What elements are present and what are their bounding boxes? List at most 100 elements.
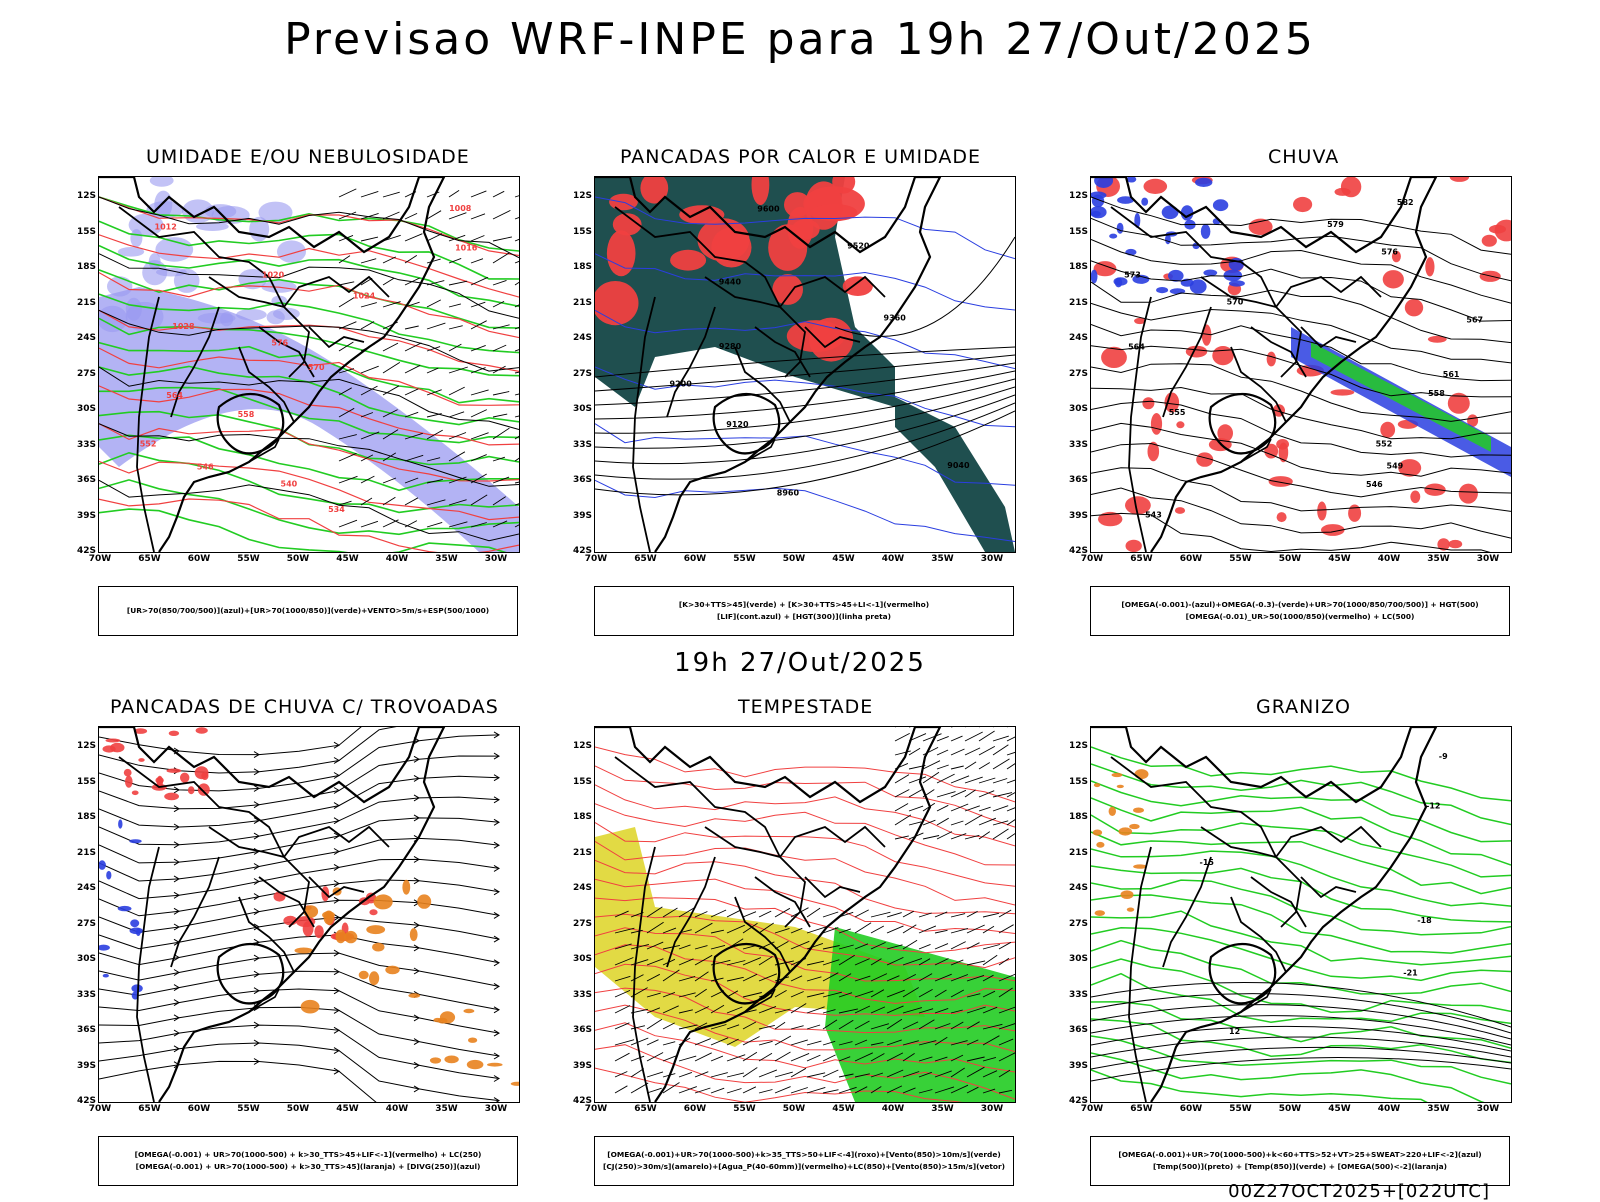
legend-line: [K>30+TTS>45](verde) + [K>30+TTS>45+LI<-… [678,600,930,609]
streamline-arrow [333,817,340,825]
wind-vector [894,774,910,784]
lat-tick-label: 18S [572,812,592,822]
hgt500-contour [1091,363,1511,422]
country-border [804,876,861,899]
lon-tick-label: 40W [881,1104,905,1114]
wind-vector [978,762,991,770]
uruguay-outline [216,942,285,1005]
wind-vector [894,835,909,840]
wind-vector [978,831,991,840]
legend-line: [Temp(500)](preto) + [Temp(850)](verde) … [1152,1162,1448,1171]
wind-vector [870,973,888,982]
temp850-contour [1091,939,1511,995]
storm-cell [302,921,314,937]
green-contour [99,479,519,536]
omega500-cell [1111,772,1123,778]
lon-tick-label: 35W [435,1104,458,1114]
pw-contour [595,1004,1015,1053]
wind-vector [492,252,510,264]
hgt500-contour [1091,467,1511,512]
wind-vector [338,211,357,220]
omega-cell [1117,196,1134,204]
humidity-cell [99,305,128,333]
wind-vector [950,1054,964,1062]
rain-cell [1276,439,1289,450]
map-area [594,726,1016,1103]
map-svg: 9600 9520 9440 9360 9280 9200 9120 9040 8960 [595,177,1015,552]
wind-vector [426,299,442,308]
lat-tick-label: 21S [76,847,96,858]
wind-vector [936,791,956,798]
wind-vector [982,1088,996,1094]
wind-vector [886,1039,902,1046]
legend-line: [LIF](cont.azul) + [HGT(300)](linha pret… [717,612,891,621]
wind-vector [614,1071,628,1078]
wind-vector [886,1052,904,1062]
pw-contour [595,927,1015,982]
wind-vector [998,941,1012,950]
map-frame: 12S 15S 18S 21S 24S 27S 30S 33S 36S 39S 42S 70W 65W 6… [68,726,520,1114]
wind-vector [426,521,443,528]
wind-vector [838,928,851,934]
wind-vector [908,805,924,812]
wind-vector [870,1041,884,1046]
streamline-arrow [333,896,340,904]
wind-vector [790,1039,808,1046]
rain-cell [1196,452,1214,467]
lon-tick-label: 40W [385,1104,409,1114]
streamline-arrow [173,875,180,883]
wind-vector [726,1024,740,1030]
wind-vector [982,974,994,982]
wind-vector [966,1039,979,1046]
wind-vector [448,451,466,462]
streamline [99,899,500,933]
wind-vector [978,806,991,812]
country-border [666,856,716,968]
pw-contour [595,1044,1015,1100]
streamline-arrow [493,982,500,990]
rain-cell [1317,501,1327,521]
wind-vector [470,409,487,418]
streamline [99,970,500,1011]
temp850-contour [1091,958,1511,1013]
lat-tick-label: 36S [1068,475,1088,485]
wind-vector [678,906,697,918]
omega500-cell [1126,907,1135,912]
humidity-cell [149,177,174,187]
lat-tick-label: 27S [76,368,96,379]
wind-vector [360,497,373,506]
wind-vector [1006,833,1015,840]
omega-cell [1200,224,1211,239]
wind-vector [966,974,985,982]
lon-tick-label: 60W [683,1104,707,1114]
omega-cell [1134,213,1141,228]
hgt-contour [595,362,1015,406]
legend-line: [UR>70(850/700/500)](azul)+[UR>70(1000/8… [126,606,490,615]
divergence-cell [102,973,109,978]
river-plate [744,438,776,463]
wind-vector [614,927,635,934]
lon-tick-label: 60W [187,1104,211,1114]
wind-vector [854,975,871,982]
lat-tick-label: 21S [1068,847,1088,858]
wind-vector [338,387,352,396]
wind-vector [646,1052,664,1062]
wind-vector [822,1009,836,1014]
wind-vector [338,500,352,506]
divergence-cell [129,839,142,844]
wind-vector [448,234,466,242]
wind-vector [806,1040,822,1046]
lon-tick-label: 50W [782,554,806,564]
storm-cell [180,772,190,783]
lon-tick-label: 65W [1130,554,1153,564]
uruguay-outline [216,392,285,455]
legend-line: [OMEGA(-0.001) + UR>70(1000-500) + k>30_… [134,1150,482,1159]
country-border [1300,326,1357,349]
legend-line: [CJ(250)>30m/s](amarelo)+[Agua_P(40-60mm… [603,1162,1005,1171]
rain-cell [1125,539,1142,552]
map-area: -9 -12 -15 -18 -21 12 [1090,726,1512,1103]
wind-vector [470,494,488,506]
humidity-cell [125,301,164,332]
wind-vector [822,959,840,966]
wind-vector [936,804,949,812]
